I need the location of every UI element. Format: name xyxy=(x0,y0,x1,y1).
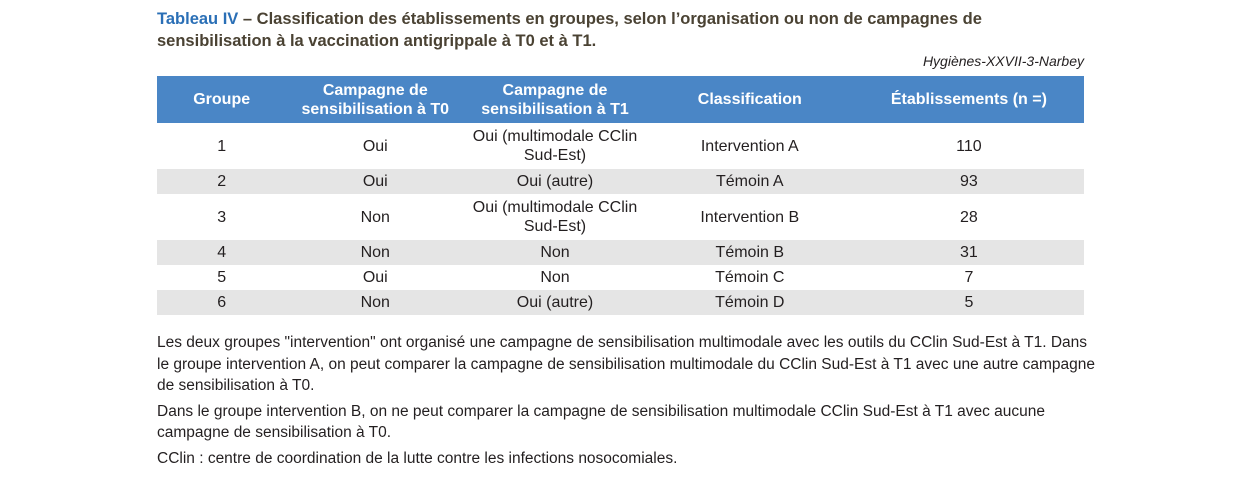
note-cclin-definition: CClin : centre de coordination de la lut… xyxy=(157,449,678,467)
cell-campagne-t1: Oui (autre) xyxy=(516,173,594,190)
cell-classification: Intervention B xyxy=(700,208,800,226)
cell-classification: Témoin C xyxy=(715,269,785,286)
header-campagne-t1: Campagne de sensibilisation à T1 xyxy=(481,81,629,118)
cell-campagne-t1: Non xyxy=(540,269,570,286)
source-reference: Hygiènes-XXVII-3-Narbey xyxy=(922,53,1084,69)
cell-classification: Témoin D xyxy=(715,294,785,311)
cell-campagne-t0: Oui xyxy=(362,173,388,190)
cell-campagne-t1: Oui (multimodale CClin Sud-Est) xyxy=(472,128,638,164)
note-intervention-b: Dans le groupe intervention B, on ne peu… xyxy=(157,402,1046,442)
cell-campagne-t0: Oui xyxy=(362,137,388,155)
table-number: Tableau IV xyxy=(157,10,239,28)
cell-campagne-t1: Oui (autre) xyxy=(516,294,594,311)
table-header-row: Groupe Campagne de sensibilisation à T0 … xyxy=(157,76,1084,123)
cell-campagne-t1: Non xyxy=(540,244,570,261)
cell-campagne-t0: Non xyxy=(360,294,390,311)
classification-table: Groupe Campagne de sensibilisation à T0 … xyxy=(157,76,1084,315)
table-row: 1 Oui Oui (multimodale CClin Sud-Est) In… xyxy=(157,123,1084,169)
cell-classification: Intervention A xyxy=(700,137,799,155)
cell-etablissements: 5 xyxy=(964,294,974,311)
header-classification: Classification xyxy=(697,91,802,108)
cell-etablissements: 28 xyxy=(960,208,978,226)
table-row: 2 Oui Oui (autre) Témoin A 93 xyxy=(157,169,1084,194)
table-title: – Classification des établissements en g… xyxy=(157,10,982,50)
cell-classification: Témoin B xyxy=(715,244,785,261)
cell-groupe: 6 xyxy=(217,294,227,311)
cell-groupe: 1 xyxy=(217,137,227,155)
header-groupe: Groupe xyxy=(193,91,251,108)
cell-etablissements: 7 xyxy=(964,269,974,286)
cell-classification: Témoin A xyxy=(715,173,784,190)
cell-campagne-t0: Non xyxy=(360,208,390,226)
table-row: 3 Non Oui (multimodale CClin Sud-Est) In… xyxy=(157,194,1084,240)
header-etablissements: Établissements (n =) xyxy=(890,91,1047,108)
cell-campagne-t1: Oui (multimodale CClin Sud-Est) xyxy=(472,199,638,235)
cell-campagne-t0: Non xyxy=(360,244,390,261)
cell-etablissements: 31 xyxy=(960,244,978,261)
cell-etablissements: 110 xyxy=(956,137,982,155)
note-intervention-groups: Les deux groupes "intervention" ont orga… xyxy=(157,334,1096,394)
table-row: 6 Non Oui (autre) Témoin D 5 xyxy=(157,290,1084,315)
table-notes: Les deux groupes "intervention" ont orga… xyxy=(157,332,1097,473)
table-caption: Tableau IV – Classification des établiss… xyxy=(157,8,1087,52)
table-row: 5 Oui Non Témoin C 7 xyxy=(157,265,1084,290)
table-row: 4 Non Non Témoin B 31 xyxy=(157,240,1084,265)
header-campagne-t0: Campagne de sensibilisation à T0 xyxy=(301,81,450,118)
cell-etablissements: 93 xyxy=(960,173,978,190)
cell-groupe: 2 xyxy=(217,173,227,190)
cell-campagne-t0: Oui xyxy=(362,269,388,286)
cell-groupe: 5 xyxy=(217,269,227,286)
cell-groupe: 4 xyxy=(217,244,227,261)
cell-groupe: 3 xyxy=(217,208,227,226)
